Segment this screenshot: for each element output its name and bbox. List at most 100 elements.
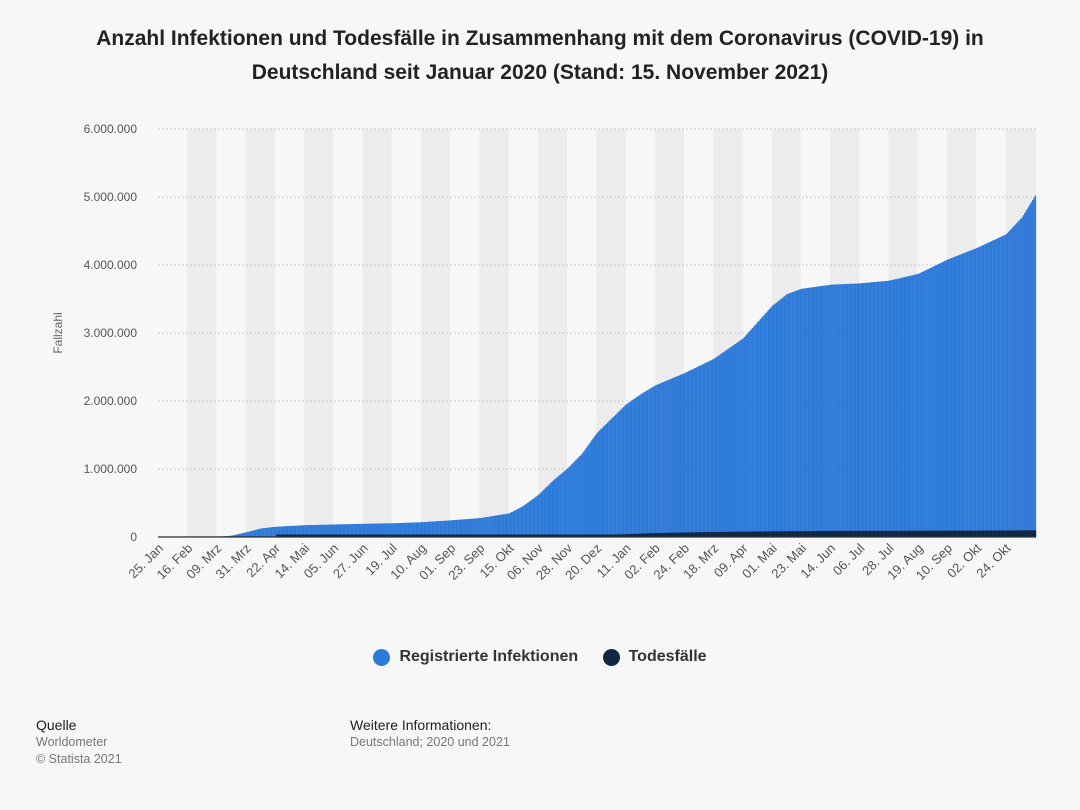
bar-deaths xyxy=(943,530,945,537)
bar-deaths xyxy=(652,533,654,537)
bar-deaths xyxy=(713,531,715,537)
bar-infections xyxy=(895,279,897,537)
bar-deaths xyxy=(1024,530,1026,537)
bar-deaths xyxy=(673,532,675,537)
bar-deaths xyxy=(440,534,443,537)
bar-deaths xyxy=(282,534,285,537)
bar-infections xyxy=(646,390,649,537)
bar-infections xyxy=(463,519,465,537)
bar-infections xyxy=(693,368,695,537)
bar-deaths xyxy=(937,530,940,537)
bar-infections xyxy=(936,264,938,537)
bar-infections xyxy=(496,515,499,537)
bar-infections xyxy=(455,519,458,537)
legend-dot-deaths xyxy=(602,648,620,666)
bar-infections xyxy=(296,525,298,537)
bar-deaths xyxy=(541,534,544,537)
bar-infections xyxy=(290,525,293,537)
bar-deaths xyxy=(516,534,519,537)
bar-infections xyxy=(596,432,598,537)
bar-infections xyxy=(510,512,512,537)
bar-deaths xyxy=(751,531,754,537)
bar-infections xyxy=(533,497,536,537)
bar-infections xyxy=(754,325,756,537)
y-tick-label: 5.000.000 xyxy=(84,190,138,204)
info-heading: Weitere Informationen: xyxy=(350,717,492,733)
bar-deaths xyxy=(702,532,705,537)
bar-infections xyxy=(622,406,625,537)
bar-infections xyxy=(884,281,887,537)
bar-deaths xyxy=(620,534,622,537)
bar-deaths xyxy=(379,534,382,537)
bar-infections xyxy=(839,284,841,537)
bar-deaths xyxy=(398,534,400,537)
bar-infections xyxy=(424,521,427,537)
bar-infections xyxy=(393,523,395,537)
bar-deaths xyxy=(361,534,363,537)
bar-infections xyxy=(367,523,370,537)
bar-infections xyxy=(836,284,839,537)
bar-deaths xyxy=(500,534,503,537)
bar-deaths xyxy=(925,530,928,537)
bar-infections xyxy=(786,294,788,537)
bar-infections xyxy=(970,250,973,537)
bar-deaths xyxy=(472,534,475,537)
bar-deaths xyxy=(915,530,917,537)
bar-deaths xyxy=(427,534,430,537)
bar-infections xyxy=(856,283,859,537)
bar-deaths xyxy=(711,531,714,537)
bar-infections xyxy=(788,293,791,537)
bar-deaths xyxy=(774,531,776,537)
bar-deaths xyxy=(532,534,535,537)
bar-infections xyxy=(961,253,964,537)
bar-deaths xyxy=(966,530,969,537)
bar-deaths xyxy=(883,530,885,537)
bar-deaths xyxy=(325,534,327,537)
bar-infections xyxy=(478,518,480,537)
bar-infections xyxy=(616,413,618,537)
bar-deaths xyxy=(854,530,856,537)
legend-item-infections[interactable]: Registrierte Infektionen xyxy=(373,648,578,666)
bar-deaths xyxy=(555,534,557,537)
bar-deaths xyxy=(956,530,958,537)
bar-deaths xyxy=(354,534,357,537)
bar-infections xyxy=(293,525,295,537)
bar-infections xyxy=(699,365,702,537)
bar-deaths xyxy=(458,534,460,537)
bar-deaths xyxy=(674,532,677,537)
bar-infections xyxy=(824,285,827,537)
bar-deaths xyxy=(409,534,411,537)
bar-infections xyxy=(467,519,469,537)
bar-infections xyxy=(782,297,784,537)
bar-infections xyxy=(229,535,232,537)
bar-deaths xyxy=(848,530,851,537)
bar-deaths xyxy=(342,534,345,537)
bar-infections xyxy=(988,242,990,537)
bar-deaths xyxy=(285,534,287,537)
bar-deaths xyxy=(851,530,853,537)
bar-infections xyxy=(351,524,354,537)
series-infections xyxy=(159,195,1037,538)
bar-infections xyxy=(292,525,294,537)
bar-deaths xyxy=(798,531,800,537)
info-text: Deutschland; 2020 und 2021 xyxy=(350,735,510,749)
bar-infections xyxy=(766,311,768,537)
bar-deaths xyxy=(920,530,922,537)
bar-infections xyxy=(531,499,533,537)
legend-item-deaths[interactable]: Todesfälle xyxy=(602,648,707,666)
bar-infections xyxy=(556,477,558,537)
bar-deaths xyxy=(334,534,337,537)
bar-infections xyxy=(747,332,750,537)
bar-deaths xyxy=(676,532,678,537)
legend-label-infections: Registrierte Infektionen xyxy=(399,648,579,665)
bar-deaths xyxy=(826,530,828,537)
bar-infections xyxy=(919,273,921,537)
bar-deaths xyxy=(478,534,480,537)
bar-deaths xyxy=(317,534,319,537)
bar-deaths xyxy=(450,534,452,537)
bar-infections xyxy=(407,522,410,537)
bar-infections xyxy=(605,423,608,537)
bar-deaths xyxy=(521,534,524,537)
bar-deaths xyxy=(341,534,343,537)
bar-deaths xyxy=(888,530,891,537)
